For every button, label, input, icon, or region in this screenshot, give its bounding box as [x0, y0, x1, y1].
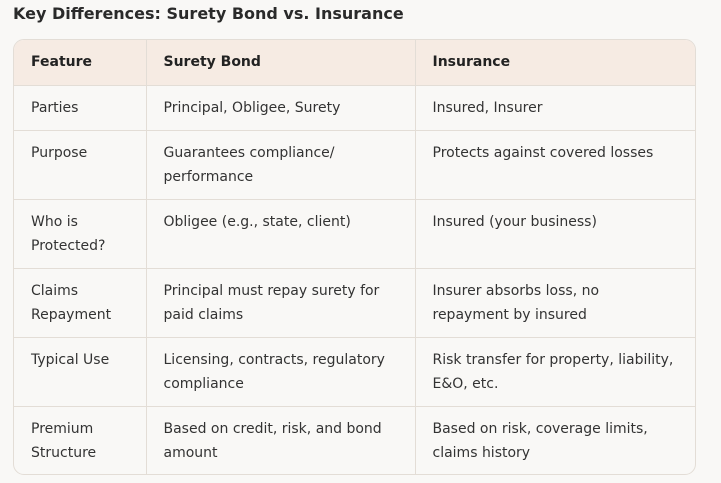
- insurance-cell: Protects against covered losses: [415, 130, 695, 200]
- feature-cell: Claims Repayment: [14, 268, 147, 338]
- surety-cell: Guarantees compliance/ performance: [146, 130, 416, 200]
- insurance-cell: Insurer absorbs loss, no repayment by in…: [415, 268, 695, 338]
- feature-cell: Purpose: [14, 130, 147, 200]
- table-row: Who is Protected? Obligee (e.g., state, …: [14, 199, 695, 269]
- table-row: Parties Principal, Obligee, Surety Insur…: [14, 85, 695, 131]
- table-row: Claims Repayment Principal must repay su…: [14, 268, 695, 338]
- header-feature: Feature: [14, 40, 147, 86]
- page-title: Key Differences: Surety Bond vs. Insuran…: [13, 4, 404, 23]
- table-row: Purpose Guarantees compliance/ performan…: [14, 130, 695, 200]
- insurance-cell: Insured (your business): [415, 199, 695, 269]
- feature-cell: Who is Protected?: [14, 199, 147, 269]
- surety-cell: Obligee (e.g., state, client): [146, 199, 416, 269]
- insurance-cell: Based on risk, coverage limits, claims h…: [432, 420, 648, 461]
- surety-cell: Principal must repay surety for paid cla…: [146, 268, 416, 338]
- insurance-cell: Insured, Insurer: [415, 85, 695, 131]
- feature-cell: Typical Use: [14, 337, 147, 407]
- feature-cell: Parties: [14, 85, 147, 131]
- header-surety-bond: Surety Bond: [146, 40, 416, 86]
- header-insurance: Insurance: [415, 40, 695, 86]
- insurance-cell: Risk transfer for property, liability, E…: [415, 337, 695, 407]
- table-row: Premium Structure Based on credit, risk,…: [14, 406, 695, 474]
- surety-cell: Based on credit, risk, and bond amount: [146, 406, 416, 474]
- table-header-row: Feature Surety Bond Insurance: [14, 40, 695, 86]
- surety-cell: Licensing, contracts, regulatory complia…: [146, 337, 416, 407]
- comparison-table: Feature Surety Bond Insurance Parties Pr…: [13, 39, 696, 475]
- feature-cell: Premium Structure: [14, 406, 147, 474]
- table-row: Typical Use Licensing, contracts, regula…: [14, 337, 695, 407]
- surety-cell: Principal, Obligee, Surety: [146, 85, 416, 131]
